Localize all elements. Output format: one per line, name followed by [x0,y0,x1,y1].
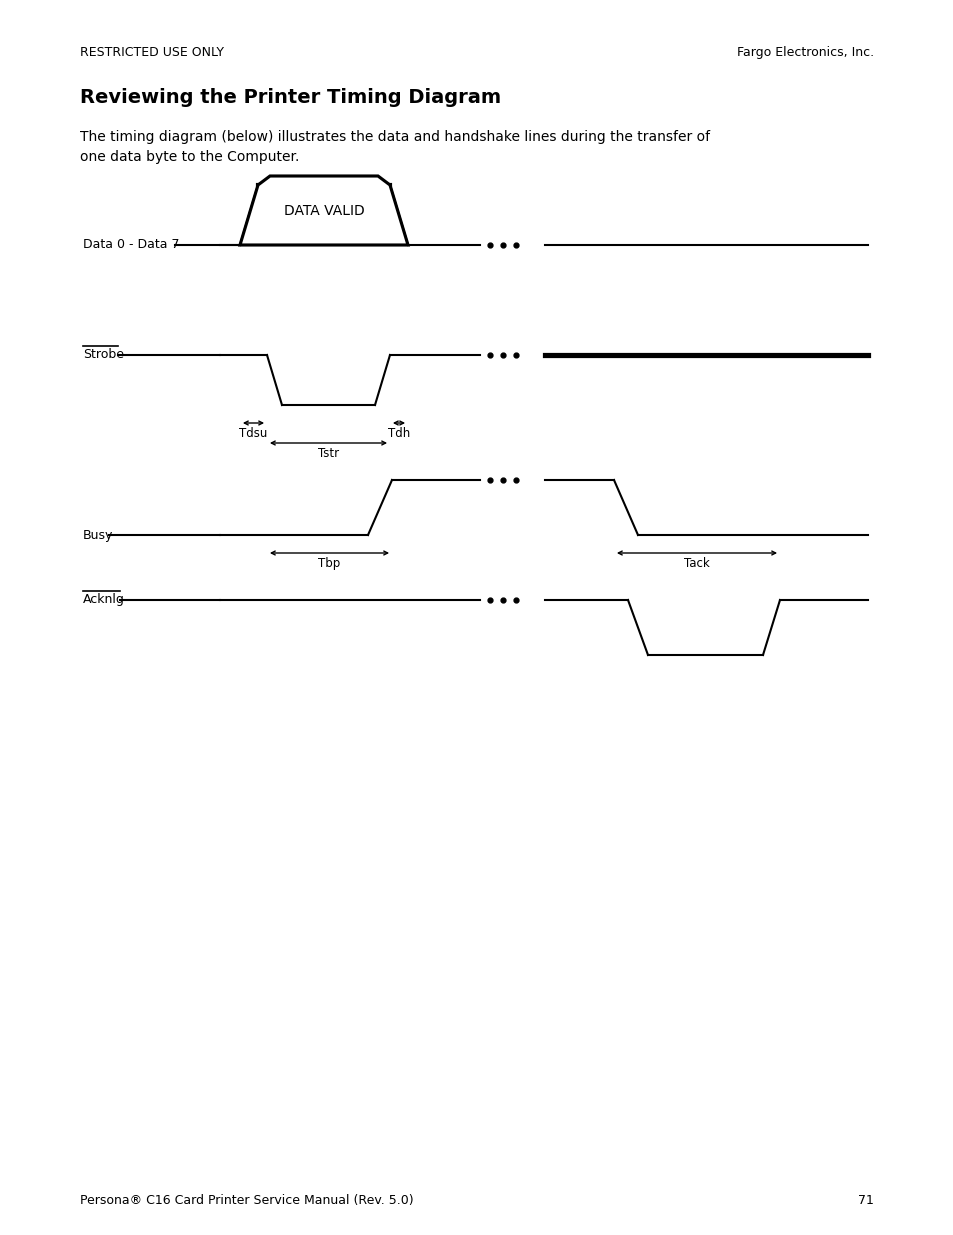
Text: Tack: Tack [683,557,709,571]
Text: Tdh: Tdh [388,427,410,440]
Text: Tstr: Tstr [317,447,338,459]
Text: DATA VALID: DATA VALID [283,204,364,219]
Text: Acknlg: Acknlg [83,594,125,606]
Text: one data byte to the Computer.: one data byte to the Computer. [80,149,299,164]
Text: Persona® C16 Card Printer Service Manual (Rev. 5.0): Persona® C16 Card Printer Service Manual… [80,1194,414,1207]
Polygon shape [240,177,408,245]
Text: RESTRICTED USE ONLY: RESTRICTED USE ONLY [80,46,224,59]
Text: Reviewing the Printer Timing Diagram: Reviewing the Printer Timing Diagram [80,88,500,107]
Text: Strobe: Strobe [83,348,124,362]
Text: Busy: Busy [83,529,113,541]
Text: Tbp: Tbp [318,557,340,571]
Text: Data 0 - Data 7: Data 0 - Data 7 [83,238,179,252]
Text: The timing diagram (below) illustrates the data and handshake lines during the t: The timing diagram (below) illustrates t… [80,130,709,144]
Text: Tdsu: Tdsu [239,427,268,440]
Text: 71: 71 [858,1194,873,1207]
Text: Fargo Electronics, Inc.: Fargo Electronics, Inc. [736,46,873,59]
